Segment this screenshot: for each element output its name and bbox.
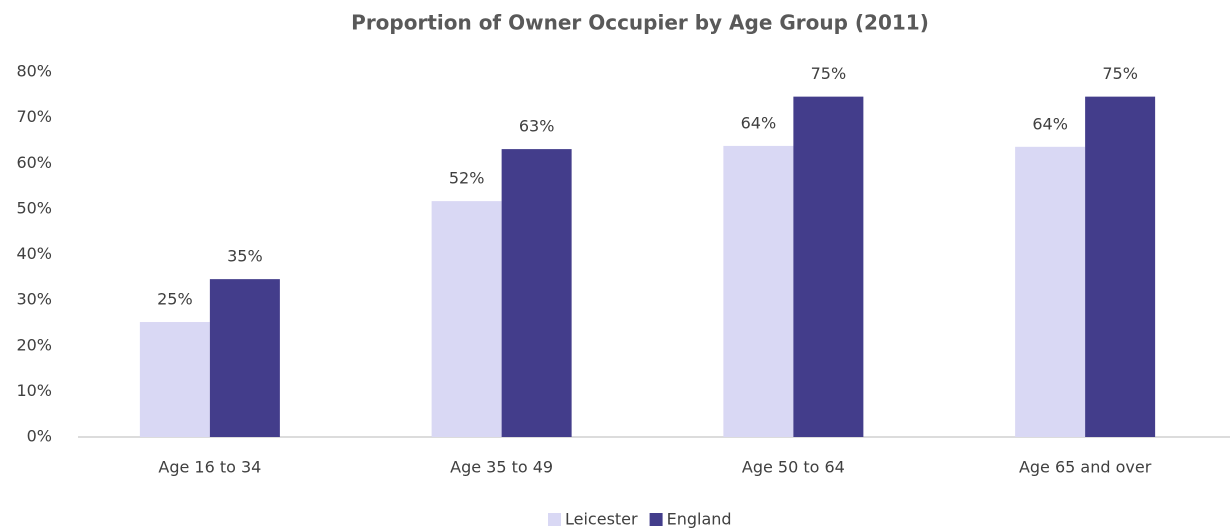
bar: [431, 201, 502, 437]
data-label: 52%: [449, 169, 485, 188]
y-tick-label: 40%: [16, 244, 52, 263]
data-label: 63%: [519, 117, 555, 136]
legend-swatch: [649, 513, 663, 526]
x-tick-label: Age 35 to 49: [450, 458, 553, 477]
bar: [501, 149, 572, 437]
y-tick-label: 60%: [16, 153, 52, 172]
bar: [723, 145, 794, 437]
x-tick-label: Age 65 and over: [1019, 458, 1152, 477]
y-tick-label: 50%: [16, 198, 52, 217]
y-tick-label: 0%: [27, 427, 52, 446]
data-label: 35%: [227, 247, 263, 266]
bar: [139, 322, 210, 437]
y-tick-label: 20%: [16, 335, 52, 354]
bar: [1015, 146, 1086, 437]
bar: [1085, 96, 1156, 437]
data-label: 64%: [1032, 114, 1068, 133]
data-label: 25%: [157, 290, 193, 309]
x-tick-label: Age 50 to 64: [742, 458, 845, 477]
bar: [793, 96, 864, 437]
data-label: 64%: [741, 113, 777, 132]
legend-swatch: [548, 513, 561, 526]
legend-label: England: [667, 510, 732, 529]
x-tick-label: Age 16 to 34: [158, 458, 261, 477]
bar: [209, 279, 280, 437]
data-label: 75%: [1102, 64, 1138, 83]
y-tick-label: 80%: [16, 62, 52, 81]
chart-title: Proportion of Owner Occupier by Age Grou…: [351, 11, 929, 35]
data-label: 75%: [811, 64, 847, 83]
legend-label: Leicester: [565, 510, 638, 529]
y-tick-label: 30%: [16, 290, 52, 309]
y-tick-label: 10%: [16, 381, 52, 400]
y-tick-label: 70%: [16, 107, 52, 126]
